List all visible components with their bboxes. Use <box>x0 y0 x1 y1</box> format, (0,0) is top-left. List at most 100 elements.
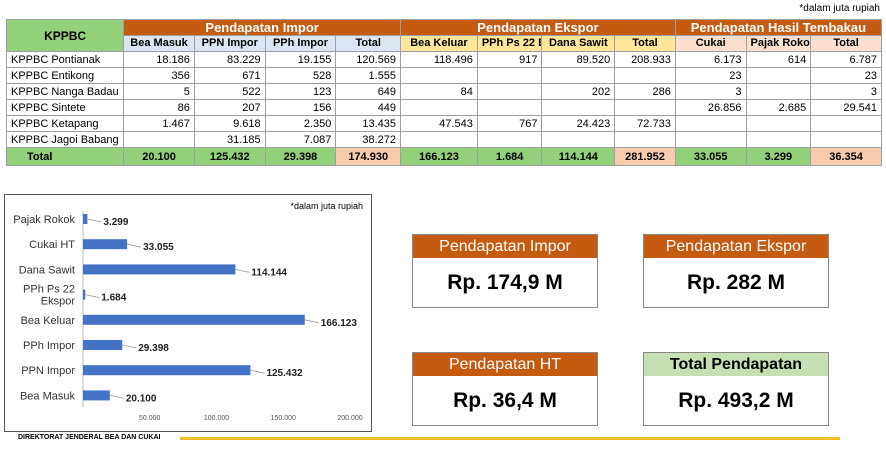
table-cell: 2.350 <box>264 115 337 132</box>
table-cell: 522 <box>193 83 266 100</box>
total-cell: 3.299 <box>745 147 812 166</box>
total-cell: 125.432 <box>193 147 266 166</box>
table-cell: 5 <box>123 83 195 100</box>
table-cell <box>674 131 747 148</box>
group-ekspor-header: Pendapatan Ekspor <box>400 19 676 36</box>
value-label: 3.299 <box>103 217 128 228</box>
bar <box>83 365 251 376</box>
table-cell <box>541 99 616 116</box>
category-label: Pajak Rokok <box>13 214 75 226</box>
value-label: 33.055 <box>143 242 174 253</box>
table-cell <box>674 115 747 132</box>
table-cell: 38.272 <box>335 131 402 148</box>
table-cell: 31.185 <box>193 131 266 148</box>
column-header: Total <box>335 35 402 52</box>
table-cell: 13.435 <box>335 115 402 132</box>
column-header: Bea Keluar <box>400 35 478 52</box>
table-cell: 3 <box>810 83 882 100</box>
table-cell: 671 <box>193 67 266 84</box>
table-cell: 89.520 <box>541 51 616 68</box>
table-cell <box>400 67 478 84</box>
table-cell <box>476 99 543 116</box>
table-cell: 2.685 <box>745 99 812 116</box>
footer-line <box>180 437 840 440</box>
column-header: PPh Ps 22 Ekspor <box>476 35 543 52</box>
category-label: Bea Keluar <box>21 315 76 327</box>
label-leader <box>122 344 137 349</box>
row-name: KPPBC Pontianak <box>5 51 125 68</box>
value-label: 114.144 <box>251 267 287 278</box>
table-cell <box>745 83 812 100</box>
table-row: KPPBC Pontianak 18.186 83.229 19.155 120.569… <box>5 51 882 68</box>
table-row: KPPBC Entikong 356 671 528 1.555 23 23 <box>5 67 882 84</box>
table-cell: 449 <box>335 99 402 116</box>
table-cell <box>123 131 195 148</box>
kpi-impor-value: Rp. 174,9 M <box>447 271 563 294</box>
category-label: PPh Ps 22 Ekspor <box>23 284 75 308</box>
kpi-ekspor: Pendapatan Ekspor Rp. 282 M <box>643 234 829 308</box>
table-row: KPPBC Ketapang 1.467 9.618 2.350 13.435 47.54… <box>5 115 882 132</box>
table-cell <box>614 99 676 116</box>
table-cell: 614 <box>745 51 812 68</box>
table-cell: 29.541 <box>810 99 882 116</box>
table-cell <box>614 67 676 84</box>
x-tick-label: 150.000 <box>271 415 296 422</box>
chart-canvas: Pajak Rokok 3.299 Cukai HT 33.055 Dana Sawit… <box>13 211 363 422</box>
table-cell: 528 <box>264 67 337 84</box>
table-row: KPPBC Sintete 86 207 156 449 26.856 2.685 29.54… <box>5 99 882 116</box>
total-cell: 20.100 <box>123 147 195 166</box>
value-label: 20.100 <box>126 393 157 404</box>
table-cell <box>400 131 478 148</box>
row-name: KPPBC Ketapang <box>5 115 125 132</box>
column-header: Total <box>810 35 882 52</box>
x-tick-label: 50.000 <box>139 415 161 422</box>
row-name: KPPBC Nanga Badau <box>5 83 125 100</box>
unit-note: *dalam juta rupiah <box>799 3 880 14</box>
x-tick-label: 100.000 <box>204 415 229 422</box>
table-cell: 202 <box>541 83 616 100</box>
table-cell <box>614 131 676 148</box>
table-cell <box>541 131 616 148</box>
total-label: Total <box>5 147 125 166</box>
kpi-impor-title: Pendapatan Impor <box>413 235 597 258</box>
table-cell: 356 <box>123 67 195 84</box>
total-row: Total 20.100 125.432 29.398 174.930 166.123 1.… <box>5 147 882 166</box>
table-cell: 6.173 <box>674 51 747 68</box>
category-label: PPh Impor <box>23 340 75 352</box>
group-impor-header: Pendapatan Impor <box>123 19 402 36</box>
table-cell: 156 <box>264 99 337 116</box>
category-label: Cukai HT <box>29 239 75 251</box>
category-label: Bea Masuk <box>20 390 76 402</box>
table-cell: 767 <box>476 115 543 132</box>
total-cell: 166.123 <box>400 147 478 166</box>
label-leader <box>304 319 319 324</box>
column-header: Bea Masuk <box>123 35 195 52</box>
total-cell: 1.684 <box>476 147 543 166</box>
table-cell: 18.186 <box>123 51 195 68</box>
table-cell: 118.496 <box>400 51 478 68</box>
table-cell <box>400 99 478 116</box>
revenue-table: KPPBC Pendapatan Impor Pendapatan Ekspor… <box>5 19 883 166</box>
table-row: KPPBC Jagoi Babang 31.185 7.087 38.272 <box>5 131 882 148</box>
footer-label: DIREKTORAT JENDERAL BEA DAN CUKAI <box>18 434 161 441</box>
table-cell: 917 <box>476 51 543 68</box>
value-label: 166.123 <box>321 318 358 329</box>
row-name: KPPBC Jagoi Babang <box>5 131 125 148</box>
table-cell <box>476 67 543 84</box>
group-ht-header: Pendapatan Hasil Tembakau <box>674 19 883 36</box>
label-leader <box>109 395 124 399</box>
category-label: PPN Impor <box>21 365 75 377</box>
bar <box>83 214 88 224</box>
table-cell: 23 <box>674 67 747 84</box>
kppbc-header: KPPBC <box>5 19 125 52</box>
column-header: PPh Impor <box>264 35 337 52</box>
table-cell: 6.787 <box>810 51 882 68</box>
chart-unit-note: *dalam juta rupiah <box>290 201 363 211</box>
kpi-impor: Pendapatan Impor Rp. 174,9 M <box>412 234 598 308</box>
table-cell: 286 <box>614 83 676 100</box>
total-cell: 114.144 <box>541 147 616 166</box>
row-name: KPPBC Sintete <box>5 99 125 116</box>
bar <box>83 289 86 300</box>
table-cell: 123 <box>264 83 337 100</box>
table-cell <box>810 131 882 148</box>
